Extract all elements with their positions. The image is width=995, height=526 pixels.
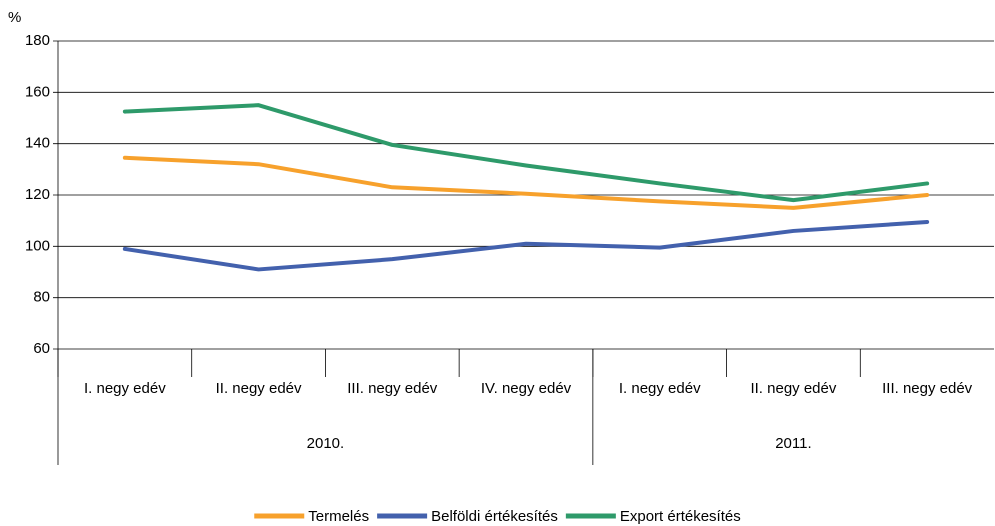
y-tick-label: 80 — [33, 289, 50, 306]
series-line — [122, 219, 930, 272]
x-tick-label: I. negy edév — [84, 380, 166, 397]
series-line — [122, 103, 930, 203]
legend-label: Export értékesítés — [620, 508, 741, 525]
group-label: 2011. — [775, 435, 811, 452]
x-tick-label: III. negy edév — [882, 380, 973, 397]
y-tick-label: 120 — [25, 186, 50, 203]
x-tick-label: II. negy edév — [216, 380, 302, 397]
y-unit: % — [8, 9, 21, 26]
x-tick-label: III. negy edév — [347, 380, 438, 397]
y-tick-label: 100 — [25, 237, 50, 254]
series-line — [122, 155, 930, 210]
y-tick-label: 60 — [33, 340, 50, 357]
x-tick-label: II. negy edév — [750, 380, 836, 397]
legend: Termelés Belföldi értékesítés Export érték… — [254, 508, 741, 525]
y-tick-label: 180 — [25, 32, 50, 49]
y-tick-label: 160 — [25, 83, 50, 100]
x-tick-label: I. negy edév — [619, 380, 701, 397]
group-label: 2010. — [307, 435, 345, 452]
x-tick-label: IV. negy edév — [481, 380, 572, 397]
legend-label: Belföldi értékesítés — [431, 508, 558, 525]
y-tick-label: 140 — [25, 135, 50, 152]
legend-label: Termelés — [308, 508, 369, 525]
